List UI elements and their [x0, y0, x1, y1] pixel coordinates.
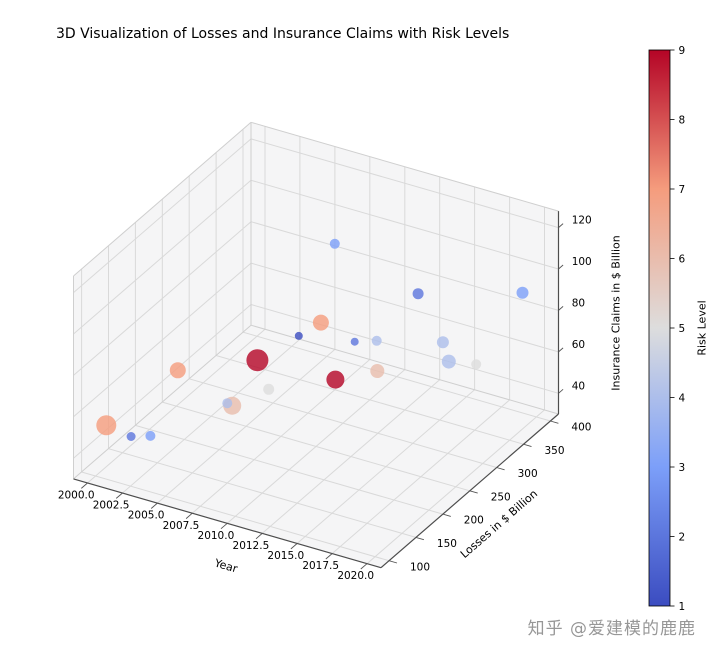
z-grid-line [250, 179, 559, 270]
scatter-point [246, 349, 269, 372]
y-tick-label: 200 [464, 515, 484, 527]
y-grid-line [242, 331, 551, 422]
y-tick-label: 350 [545, 445, 565, 457]
z-axis-label: Insurance Claims in $ Billion [609, 235, 623, 391]
scatter-point [294, 331, 303, 340]
x-tick-mark [360, 563, 368, 570]
z-grid-line [250, 262, 559, 353]
z-tick-mark [558, 388, 564, 394]
y-tick-label: 300 [518, 468, 538, 480]
box-edge [250, 324, 559, 415]
colorbar-tick-label: 1 [679, 601, 686, 613]
colorbar-tick-label: 7 [679, 184, 686, 196]
scatter-point [441, 354, 456, 369]
scatter-point [471, 359, 482, 370]
scatter-point [370, 364, 385, 378]
colorbar [648, 49, 671, 607]
x-tick-mark [255, 533, 263, 540]
z-grid-line [250, 138, 559, 229]
scatter-point [145, 430, 156, 441]
x-tick-mark [150, 502, 158, 509]
scatter-point [222, 398, 233, 409]
colorbar-tick-label: 4 [679, 392, 686, 404]
colorbar-tick-label: 2 [679, 531, 686, 543]
z-tick-label: 60 [572, 339, 585, 351]
z-tick-mark [558, 223, 564, 228]
x-tick-label: 2020.0 [337, 570, 374, 582]
z-grid-line [250, 304, 559, 394]
y-tick-label: 100 [410, 561, 430, 573]
z-tick-label: 40 [572, 380, 585, 392]
scatter-point [126, 432, 136, 441]
scatter-point [312, 314, 329, 331]
colorbar-label: Risk Level [695, 300, 709, 356]
colorbar-tick-label: 3 [679, 462, 686, 474]
z-tick-label: 80 [572, 298, 585, 310]
z-tick-mark [558, 347, 564, 353]
chart-title: 3D Visualization of Losses and Insurance… [56, 26, 510, 42]
box-edge [73, 121, 252, 277]
x-tick-label: 2000.0 [58, 490, 95, 502]
z-grid-line [250, 221, 559, 311]
box-edge [73, 324, 252, 480]
x-tick-mark [115, 492, 123, 499]
x-tick-label: 2002.5 [93, 500, 130, 512]
y-grid-line [162, 401, 470, 492]
y-tick-mark [415, 536, 425, 541]
x-tick-mark [290, 543, 298, 550]
x-tick-label: 2005.0 [128, 510, 165, 522]
x-tick-label: 2007.5 [163, 520, 200, 532]
y-grid-line [108, 448, 417, 538]
scatter-point [169, 362, 186, 379]
x-tick-label: 2012.5 [233, 540, 270, 552]
y-grid-line [135, 424, 443, 515]
z-grid-line [73, 221, 252, 376]
scatter-point [371, 335, 382, 346]
x-tick-label: 2015.0 [267, 550, 304, 562]
y-grid-line [215, 355, 524, 445]
x-tick-label: 2010.0 [198, 530, 235, 542]
x-tick-label: 2017.5 [302, 560, 339, 572]
y-grid-line [189, 378, 497, 468]
scatter-point [436, 336, 449, 349]
scatter-point [329, 238, 340, 249]
z-grid-line [73, 179, 252, 335]
y-tick-label: 400 [571, 422, 591, 434]
x-tick-mark [325, 553, 333, 560]
colorbar-tick-label: 8 [679, 114, 686, 126]
colorbar-tick-label: 5 [679, 323, 686, 335]
y-tick-mark [442, 513, 451, 517]
z-tick-label: 100 [572, 256, 592, 268]
y-tick-mark [523, 443, 532, 448]
y-tick-label: 150 [437, 538, 457, 550]
z-grid-line [73, 138, 252, 293]
y-tick-mark [496, 467, 505, 471]
y-tick-mark [388, 560, 398, 564]
z-tick-label: 120 [572, 215, 592, 227]
y-tick-mark [550, 420, 559, 424]
x-tick-mark [220, 522, 228, 530]
y-grid-line [81, 471, 390, 562]
z-grid-line [73, 262, 252, 418]
colorbar-tick-label: 9 [679, 45, 686, 57]
z-tick-mark [558, 264, 564, 270]
watermark: 知乎 @爱建模的鹿鹿 [527, 619, 696, 639]
scatter-point [96, 415, 117, 436]
scatter-point [412, 288, 424, 300]
colorbar-tick-label: 6 [679, 253, 686, 265]
scatter-point [326, 370, 345, 389]
y-tick-label: 250 [491, 491, 511, 503]
y-tick-mark [469, 490, 478, 494]
x-tick-mark [185, 512, 193, 519]
scatter-point [350, 337, 359, 346]
scatter-point [516, 286, 529, 299]
scatter-point [263, 383, 275, 395]
box-edge [250, 121, 559, 212]
z-tick-mark [558, 306, 564, 311]
x-tick-mark [81, 482, 88, 489]
